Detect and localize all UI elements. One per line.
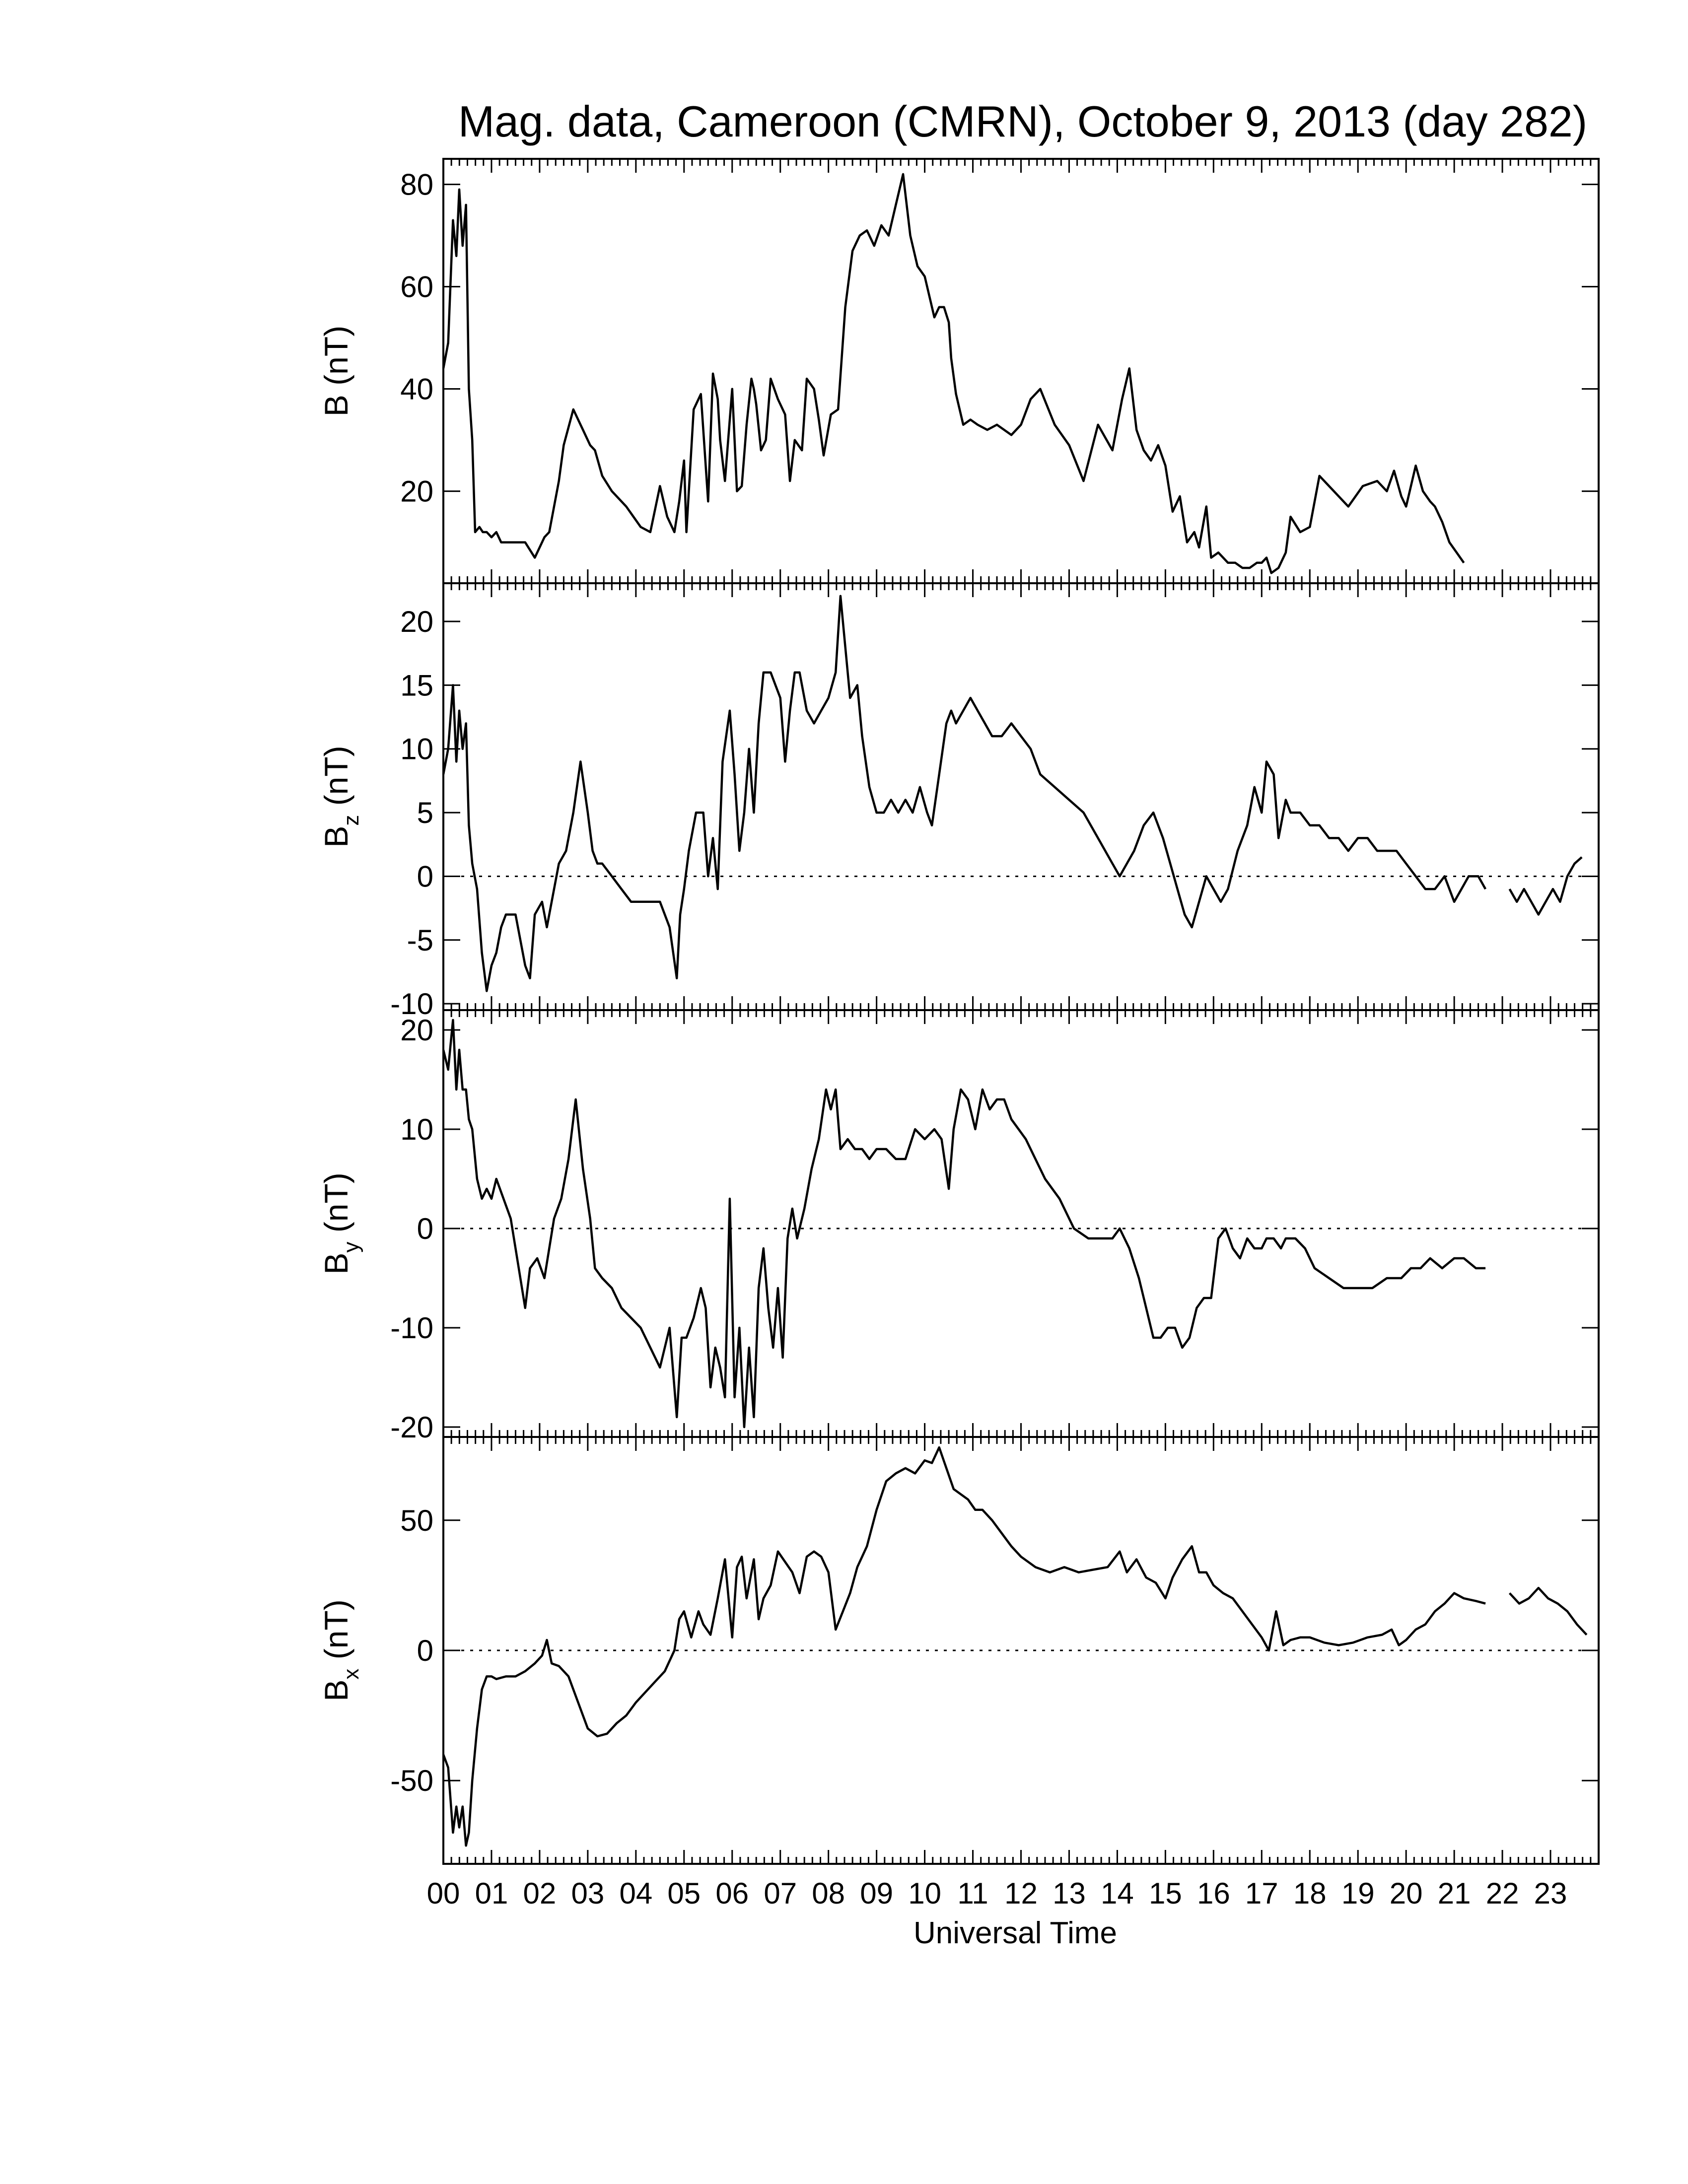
panel-frame: [442, 1436, 1600, 1865]
y-tick-label: -10: [390, 1311, 433, 1345]
x-tick-label: 20: [1390, 1877, 1423, 1910]
x-axis-label: Universal Time: [914, 1916, 1117, 1950]
x-tick-label: 02: [523, 1877, 557, 1910]
y-tick-label: 20: [400, 1014, 433, 1047]
x-tick-label: 16: [1197, 1877, 1230, 1910]
x-tick-label: 06: [715, 1877, 749, 1910]
y-axis-label-main: B: [318, 826, 354, 848]
panel-b: 20 40 60 80 B (nT): [318, 158, 1600, 584]
x-tick-label: 05: [667, 1877, 701, 1910]
y-tick-label: 20: [400, 605, 433, 638]
x-tick-label: 12: [1004, 1877, 1038, 1910]
x-tick-label: 23: [1534, 1877, 1567, 1910]
x-tick-label: 09: [860, 1877, 893, 1910]
y-tick-label: -20: [390, 1411, 433, 1444]
x-tick-label: 22: [1486, 1877, 1519, 1910]
x-tick-label: 18: [1293, 1877, 1327, 1910]
x-tick-label: 14: [1101, 1877, 1134, 1910]
y-tick-label: 10: [400, 733, 433, 766]
x-tick-label: 17: [1245, 1877, 1278, 1910]
y-axis-label: B (nT): [318, 326, 354, 416]
y-axis-label-main: B: [318, 1253, 354, 1275]
y-tick-label: 0: [417, 1634, 433, 1667]
y-tick-label: 0: [417, 860, 433, 893]
y-tick-label: -10: [390, 987, 433, 1021]
x-tick-label: 03: [571, 1877, 605, 1910]
series-line-by: [442, 1019, 1486, 1429]
series-line-bx: [442, 1446, 1588, 1847]
y-tick-label: 60: [400, 271, 433, 304]
y-tick-label: 40: [400, 373, 433, 406]
y-tick-label: -50: [390, 1764, 433, 1797]
y-axis-label-unit: (nT): [318, 1599, 354, 1668]
y-tick-label: 15: [400, 669, 433, 702]
y-axis-label: Bz (nT): [318, 746, 363, 847]
x-tick-label: 07: [764, 1877, 797, 1910]
y-axis-label-unit: (nT): [318, 326, 354, 395]
y-axis-label: Bx (nT): [318, 1599, 363, 1701]
x-tick-label: 21: [1438, 1877, 1471, 1910]
y-axis-label-unit: (nT): [318, 1172, 354, 1241]
y-axis-label-sub: x: [339, 1669, 363, 1680]
y-tick-label: 80: [400, 168, 433, 202]
y-axis-label: By (nT): [318, 1172, 363, 1274]
y-axis-label-unit: (nT): [318, 746, 354, 815]
y-tick-label: 10: [400, 1113, 433, 1146]
panel-frame: [442, 158, 1600, 584]
x-tick-label: 11: [957, 1877, 988, 1910]
x-tick-label: 19: [1341, 1877, 1375, 1910]
panel-bx: -50 0 50 Bx (nT): [318, 1436, 1600, 1865]
y-axis-label-main: B: [318, 1680, 354, 1702]
chart-title: Mag. data, Cameroon (CMRN), October 9, 2…: [458, 97, 1587, 146]
panel-frame: [442, 1009, 1600, 1438]
x-tick-label: 08: [812, 1877, 845, 1910]
panel-bz: -10 -5 0 5 10 15 20 Bz (nT): [318, 582, 1600, 1021]
panel-by: -20 -10 0 10 20 By (nT): [318, 1009, 1600, 1444]
x-tick-label: 00: [427, 1877, 460, 1910]
x-tick-label: 04: [619, 1877, 652, 1910]
y-tick-label: 0: [417, 1212, 433, 1245]
x-tick-label: 01: [475, 1877, 508, 1910]
x-tick-label: 15: [1149, 1877, 1182, 1910]
y-tick-label: 20: [400, 475, 433, 508]
y-axis-label-sub: z: [339, 815, 363, 826]
y-tick-label: -5: [407, 924, 433, 957]
y-axis-label-main: B: [318, 395, 354, 416]
y-axis-label-sub: y: [339, 1242, 363, 1253]
panel-frame: [442, 582, 1600, 1011]
y-tick-label: 50: [400, 1504, 433, 1537]
series-line-b: [442, 173, 1465, 574]
x-tick-label: 13: [1053, 1877, 1086, 1910]
x-tick-labels: 00 01 02 03 04 05 06 07 08 09 10 11 12 13 14 15 16 17 18 19…: [427, 1877, 1567, 1910]
y-tick-label: 5: [417, 796, 433, 829]
series-line-bz: [442, 595, 1583, 992]
x-tick-label: 10: [908, 1877, 941, 1910]
